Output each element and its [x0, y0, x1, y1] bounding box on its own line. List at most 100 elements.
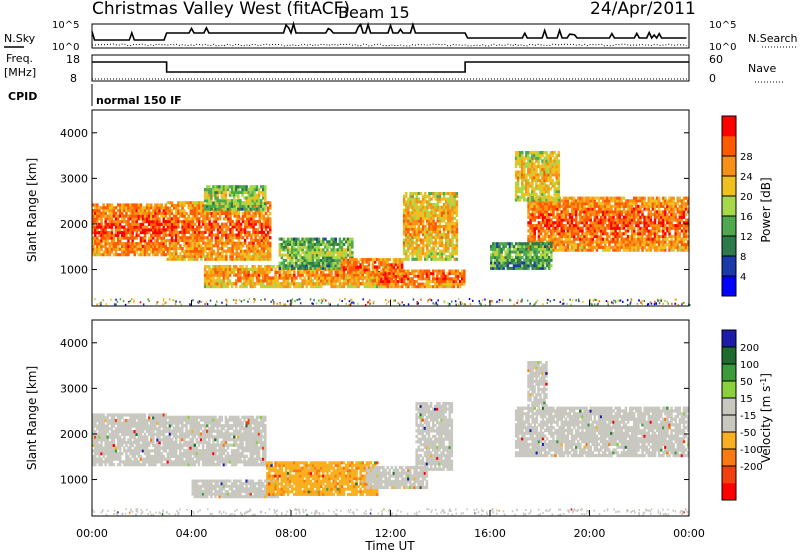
heatmap-cell: [666, 202, 669, 206]
heatmap-cell: [264, 196, 267, 200]
heatmap-cell: [164, 253, 168, 257]
heatmap-cell: [626, 243, 630, 247]
heatmap-cell: [204, 230, 207, 234]
heatmap-cell: [628, 245, 632, 249]
heatmap-cell: [221, 236, 224, 240]
heatmap-cell: [604, 199, 607, 203]
heatmap-cell: [430, 249, 433, 253]
heatmap-cell: [208, 255, 211, 259]
heatmap-cell: [233, 247, 236, 251]
heatmap-cell: [432, 274, 435, 278]
heatmap-cell: [405, 238, 408, 242]
heatmap-cell: [355, 284, 358, 289]
heatmap-cell: [674, 215, 677, 219]
heatmap-cell: [259, 270, 263, 274]
heatmap-cell: [216, 207, 219, 211]
heatmap-cell: [577, 202, 580, 206]
heatmap-cell: [92, 247, 95, 251]
heatmap-cell: [170, 225, 174, 229]
heatmap-cell: [239, 241, 243, 245]
heatmap-cell: [637, 210, 640, 214]
heatmap-cell: [442, 257, 446, 261]
heatmap-cell: [453, 252, 456, 256]
heatmap-cell: [96, 236, 99, 240]
heatmap-cell: [548, 245, 551, 249]
heatmap-cell: [645, 224, 648, 228]
heatmap-cell: [342, 284, 346, 289]
heatmap-cell: [191, 249, 195, 253]
heatmap-cell: [204, 220, 207, 224]
heatmap-cell: [552, 210, 555, 214]
heatmap-cell: [415, 203, 419, 207]
heatmap-cell: [210, 188, 213, 192]
heatmap-cell: [653, 215, 657, 219]
heatmap-cell: [202, 238, 205, 242]
heatmap-cell: [324, 264, 327, 268]
heatmap-cell: [409, 238, 412, 242]
heatmap-cell: [411, 197, 414, 201]
heatmap-cell: [552, 237, 555, 241]
heatmap-cell: [421, 222, 425, 226]
heatmap-cell: [311, 250, 315, 254]
heatmap-cell: [154, 209, 157, 213]
heatmap-cell: [230, 267, 234, 272]
heatmap-cell: [413, 235, 416, 239]
heatmap-cell: [220, 279, 223, 283]
heatmap-cell: [212, 257, 216, 261]
heatmap-cell: [541, 213, 545, 217]
heatmap-cell: [98, 233, 101, 237]
heatmap-cell: [94, 250, 97, 254]
heatmap-cell: [649, 218, 653, 222]
heatmap-cell: [269, 244, 272, 248]
heatmap-cell: [212, 265, 215, 269]
heatmap-cell: [143, 247, 147, 251]
heatmap-cell: [168, 233, 172, 237]
heatmap-cell: [440, 280, 443, 283]
heatmap-cell: [449, 205, 452, 209]
heatmap-cell: [225, 255, 228, 259]
heatmap-cell: [400, 258, 404, 262]
heatmap-cell: [428, 238, 431, 242]
heatmap-cell: [179, 257, 182, 261]
heatmap-cell: [112, 236, 116, 240]
heatmap-cell: [577, 221, 580, 225]
heatmap-cell: [245, 265, 248, 269]
heatmap-cell: [291, 240, 294, 244]
heatmap-cell: [218, 230, 222, 234]
heatmap-cell: [601, 196, 605, 200]
heatmap-cell: [566, 204, 570, 208]
heatmap-cell: [210, 207, 213, 211]
heatmap-cell: [447, 241, 450, 245]
heatmap-cell: [440, 252, 444, 256]
heatmap-cell: [662, 210, 665, 214]
heatmap-cell: [189, 249, 193, 253]
heatmap-cell: [264, 193, 267, 197]
heatmap-cell: [332, 279, 335, 283]
heatmap-cell: [631, 218, 634, 222]
heatmap-cell: [531, 234, 534, 239]
heatmap-cell: [428, 192, 431, 196]
heatmap-cell: [282, 282, 286, 286]
heatmap-cell: [434, 244, 437, 248]
heatmap-cell: [355, 282, 358, 286]
heatmap-cell: [417, 211, 421, 215]
heatmap-cell: [175, 233, 178, 237]
heatmap-cell: [436, 241, 440, 245]
heatmap-cell: [641, 199, 644, 203]
heatmap-cell: [303, 282, 306, 286]
heatmap-cell: [241, 276, 244, 280]
heatmap-cell: [674, 243, 677, 247]
heatmap-cell: [255, 273, 259, 277]
heatmap-cell: [618, 199, 621, 203]
heatmap-cell: [674, 226, 677, 230]
heatmap-cell: [203, 204, 207, 208]
heatmap-cell: [369, 282, 373, 286]
heatmap-cell: [641, 232, 644, 236]
heatmap-cell: [320, 261, 323, 265]
heatmap-cell: [432, 244, 435, 248]
heatmap-cell: [413, 219, 416, 223]
heatmap-cell: [340, 276, 344, 280]
heatmap-cell: [203, 284, 207, 289]
heatmap-cell: [237, 201, 240, 206]
heatmap-cell: [291, 245, 294, 249]
